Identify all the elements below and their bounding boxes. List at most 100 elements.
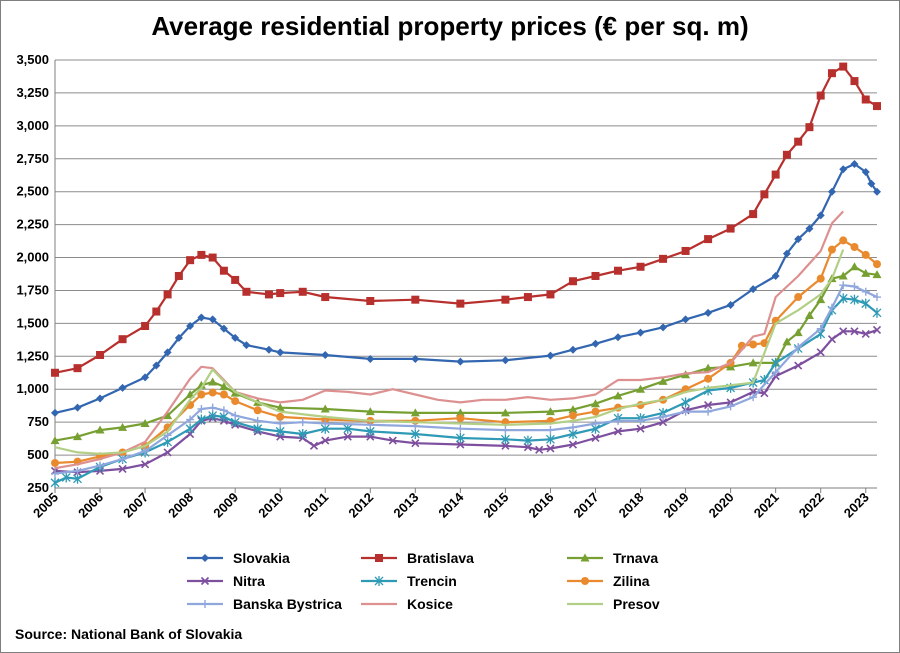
series-line-presov — [54, 249, 845, 455]
data-point-banska-bystrica — [298, 418, 307, 427]
data-point-nitra — [794, 361, 803, 370]
data-point-slovakia — [749, 285, 758, 294]
data-point-trnava — [849, 262, 859, 271]
x-tick-label: 2021 — [751, 490, 782, 521]
series-line-bratislava — [54, 65, 878, 374]
data-point-zilina — [208, 388, 217, 397]
y-tick-label: 1,000 — [16, 381, 49, 396]
data-point-nitra — [535, 445, 544, 454]
data-point-banska-bystrica — [636, 416, 645, 425]
data-point-banska-bystrica — [873, 293, 881, 302]
data-point-nitra — [523, 443, 532, 452]
data-point-bratislava — [861, 95, 870, 104]
data-point-trencin — [275, 426, 285, 437]
data-point-trencin — [545, 434, 555, 445]
data-point-nitra — [141, 460, 150, 469]
data-point-trnava — [196, 380, 206, 389]
data-point-bratislava — [681, 246, 690, 255]
data-point-banska-bystrica — [771, 368, 780, 377]
data-point-slovakia — [704, 308, 713, 317]
data-point-slovakia — [827, 187, 836, 196]
data-point-zilina — [827, 245, 836, 254]
data-point-nitra — [546, 444, 555, 453]
data-point-trencin — [50, 477, 60, 488]
data-point-slovakia — [264, 345, 273, 354]
data-point-nitra — [850, 327, 859, 336]
data-point-bratislava — [208, 253, 217, 262]
data-point-zilina — [197, 390, 206, 399]
data-point-slovakia — [861, 167, 870, 176]
x-tick-label: 2009 — [210, 490, 241, 521]
x-tick-label: 2015 — [480, 490, 511, 521]
data-point-bratislava — [568, 277, 577, 286]
data-point-nitra — [839, 327, 848, 336]
data-point-trnava — [95, 425, 105, 434]
data-point-slovakia — [197, 313, 206, 322]
source-note: Source: National Bank of Slovakia — [15, 626, 243, 642]
data-point-bratislava — [704, 235, 713, 244]
data-point-banska-bystrica — [681, 407, 690, 416]
data-point-bratislava — [174, 271, 183, 280]
data-point-zilina — [219, 390, 228, 399]
data-point-zilina — [51, 458, 59, 467]
chart-title: Average residential property prices (€ p… — [151, 11, 749, 41]
data-point-nitra — [456, 440, 465, 449]
x-tick-label: 2020 — [706, 490, 737, 521]
data-point-bratislava — [242, 287, 251, 296]
data-point-slovakia — [51, 408, 59, 417]
data-point-banska-bystrica — [456, 424, 465, 433]
data-point-zilina — [456, 414, 465, 423]
data-point-bratislava — [816, 91, 825, 100]
data-point-slovakia — [321, 350, 330, 359]
data-point-slovakia — [681, 315, 690, 324]
data-point-nitra — [163, 448, 172, 457]
y-tick-label: 2,000 — [16, 250, 49, 265]
data-point-banska-bystrica — [546, 426, 555, 435]
data-point-bratislava — [276, 289, 285, 298]
data-point-bratislava — [636, 262, 645, 271]
series-line-slovakia — [54, 162, 878, 414]
data-point-trencin — [410, 429, 420, 440]
data-point-banska-bystrica — [366, 420, 375, 429]
data-point-trnava — [748, 358, 758, 367]
data-point-slovakia — [873, 187, 881, 196]
data-point-bratislava — [523, 293, 532, 302]
data-point-slovakia — [141, 373, 150, 382]
data-point-trnava — [816, 295, 826, 304]
data-point-nitra — [613, 427, 623, 436]
data-point-banska-bystrica — [141, 447, 150, 456]
data-point-bratislava — [141, 322, 150, 331]
data-point-slovakia — [659, 323, 668, 332]
data-point-trnava — [545, 407, 555, 416]
y-tick-label: 2,750 — [16, 151, 49, 166]
x-tick-label: 2006 — [75, 490, 106, 521]
data-point-trnava — [118, 422, 128, 431]
data-point-banska-bystrica — [51, 469, 59, 478]
data-point-slovakia — [726, 300, 735, 309]
x-tick-label: 2019 — [661, 490, 692, 521]
data-point-slovakia — [411, 354, 420, 363]
data-point-slovakia — [118, 383, 127, 392]
data-point-trencin — [523, 435, 533, 446]
data-point-nitra — [321, 436, 330, 445]
data-point-trencin — [455, 432, 465, 443]
data-point-slovakia — [456, 357, 465, 366]
data-point-slovakia — [636, 328, 645, 337]
data-point-bratislava — [219, 266, 228, 275]
data-point-banska-bystrica — [73, 466, 82, 475]
data-point-trnava — [804, 310, 814, 319]
data-point-bratislava — [298, 287, 307, 296]
x-tick-label: 2017 — [571, 490, 602, 521]
data-point-bratislava — [782, 150, 791, 159]
data-point-zilina — [276, 412, 285, 421]
data-point-slovakia — [276, 348, 285, 357]
data-point-bratislava — [501, 295, 510, 304]
data-point-slovakia — [816, 211, 825, 220]
data-point-trnava — [50, 436, 60, 445]
data-point-banska-bystrica — [827, 303, 836, 312]
data-point-nitra — [760, 389, 769, 398]
y-tick-label: 250 — [27, 480, 49, 495]
x-tick-label: 2010 — [255, 490, 286, 521]
data-point-bratislava — [73, 364, 82, 373]
data-point-nitra — [658, 418, 668, 427]
